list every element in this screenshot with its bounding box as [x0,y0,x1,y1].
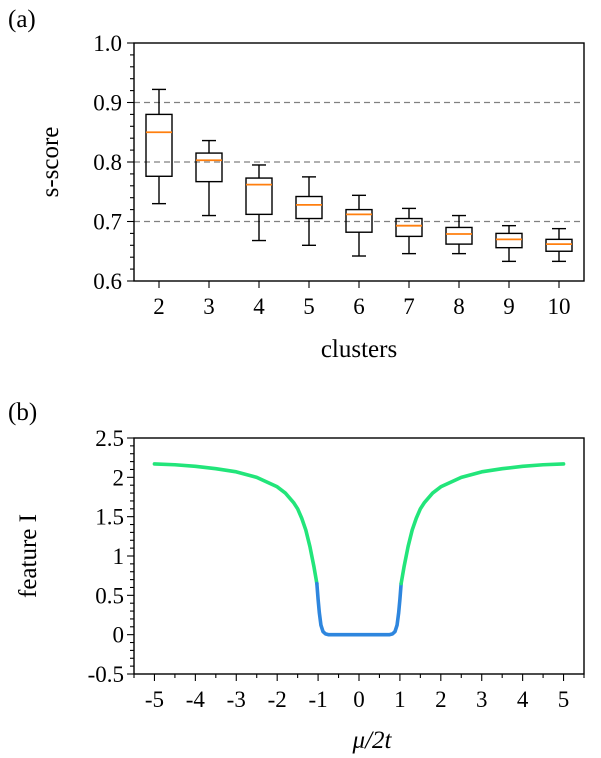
x-tick-label: 1 [394,687,406,712]
x-tick-label: 8 [453,294,465,319]
y-axis-ticks: 0.6 0.7 0.8 0.9 1.0 [93,31,134,294]
box-iqr [445,226,473,245]
box-3 [195,139,223,217]
plot-b-frame [133,437,585,675]
box-iqr [395,217,423,238]
x-tick-label: -3 [227,687,246,712]
panel-b: (b) -0.5 0 0.5 1 1.5 2 2.5 -5 -4 -3 -2 -1 0 1 2 3 4 5 fe… [8,399,585,754]
box-iqr [245,177,273,216]
x-tick-label: -1 [309,687,328,712]
box-iqr [145,113,173,177]
series-line-1 [152,462,319,586]
x-tick-label: 6 [353,294,365,319]
series-line-2 [315,581,403,637]
box-9 [495,224,523,263]
box-10 [545,227,573,263]
y-tick-label: 1.5 [95,505,124,530]
y-tick-label: 0.5 [95,583,124,608]
box-iqr [495,232,523,249]
x-axis-title: μ/2t [352,727,393,754]
box-4 [245,164,273,242]
box-5 [295,176,323,247]
reference-lines [134,101,584,223]
y-tick-label: 2 [113,465,125,490]
panel-a: (a) 0.6 0.7 0.8 0.9 1.0 2 3 4 5 6 7 8 9 10 s-score c… [8,6,585,363]
box-8 [445,214,473,255]
box-iqr [345,208,373,233]
x-tick-label: 2 [435,687,447,712]
x-tick-label: 7 [403,294,415,319]
panel-b-label: (b) [8,399,37,426]
x-axis-title: clusters [321,336,397,363]
x-axis-ticks: -5 -4 -3 -2 -1 0 1 2 3 4 5 [133,674,585,712]
y-tick-label: 0.7 [93,210,122,235]
y-tick-label: 1 [113,544,125,569]
box-7 [395,207,423,255]
x-tick-label: 4 [517,687,529,712]
x-axis-ticks: 2 3 4 5 6 7 8 9 10 [153,281,571,319]
x-tick-label: -2 [268,687,287,712]
x-tick-label: 0 [353,687,365,712]
y-tick-label: 0.6 [93,269,122,294]
x-tick-label: -5 [145,687,164,712]
box-series [145,88,573,263]
y-axis-ticks: -0.5 0 0.5 1 1.5 2 2.5 [88,426,134,687]
box-iqr [195,152,223,183]
series-line-3 [399,462,566,586]
y-tick-label: -0.5 [88,662,124,687]
panel-a-label: (a) [8,6,36,33]
x-tick-label: 10 [548,294,571,319]
x-tick-label: 3 [203,294,215,319]
box-2 [145,88,173,205]
box-iqr [295,195,323,220]
y-tick-label: 1.0 [93,31,122,56]
y-axis-title: feature I [15,514,42,598]
y-tick-label: 0.8 [93,150,122,175]
line-series [152,462,566,637]
y-tick-label: 0.9 [93,91,122,116]
x-tick-label: 9 [503,294,515,319]
x-tick-label: -4 [186,687,206,712]
x-tick-label: 3 [476,687,488,712]
box-iqr [545,238,573,252]
y-tick-label: 0 [113,623,125,648]
box-6 [345,194,373,257]
x-tick-label: 5 [303,294,315,319]
x-tick-label: 2 [153,294,165,319]
y-tick-label: 2.5 [95,426,124,451]
x-tick-label: 4 [253,294,265,319]
x-tick-label: 5 [558,687,570,712]
y-axis-title: s-score [37,127,64,198]
